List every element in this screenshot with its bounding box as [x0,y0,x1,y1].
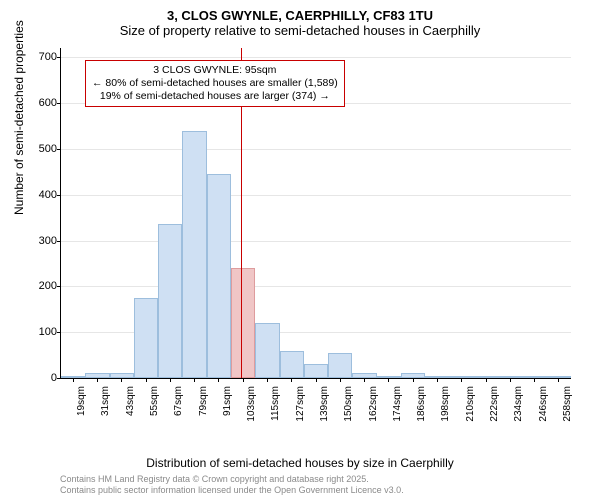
xtick-mark [316,378,317,382]
callout-box: 3 CLOS GWYNLE: 95sqm← 80% of semi-detach… [85,60,345,107]
ytick-label: 700 [27,51,57,63]
ytick-label: 100 [27,326,57,338]
ytick-mark [57,195,61,196]
xtick-label: 55sqm [149,386,160,436]
xtick-label: 115sqm [270,386,281,436]
callout-line: ← 80% of semi-detached houses are smalle… [92,77,338,90]
xtick-mark [146,378,147,382]
ytick-label: 200 [27,280,57,292]
histogram-bar [231,268,255,378]
xtick-label: 91sqm [222,386,233,436]
gridline [61,149,571,150]
xtick-label: 19sqm [76,386,87,436]
histogram-bar [182,131,206,379]
xtick-mark [534,378,535,382]
plot-wrap: 010020030040050060070019sqm31sqm43sqm55s… [60,48,570,408]
histogram-bar [207,174,231,378]
xtick-label: 198sqm [440,386,451,436]
xtick-label: 103sqm [246,386,257,436]
footer-line-2: Contains public sector information licen… [60,485,404,496]
histogram-bar [304,364,328,378]
gridline [61,57,571,58]
xtick-mark [510,378,511,382]
ytick-label: 600 [27,97,57,109]
xtick-mark [170,378,171,382]
xtick-label: 31sqm [100,386,111,436]
ytick-label: 400 [27,189,57,201]
xtick-label: 210sqm [465,386,476,436]
xtick-mark [437,378,438,382]
xtick-label: 258sqm [562,386,573,436]
ytick-mark [57,103,61,104]
xtick-label: 162sqm [368,386,379,436]
xtick-mark [291,378,292,382]
xtick-label: 186sqm [416,386,427,436]
xtick-mark [340,378,341,382]
footer-attribution: Contains HM Land Registry data © Crown c… [60,474,404,497]
xtick-label: 246sqm [538,386,549,436]
ytick-mark [57,241,61,242]
ytick-mark [57,57,61,58]
histogram-bar [328,353,352,378]
ytick-label: 300 [27,235,57,247]
xtick-mark [461,378,462,382]
histogram-bar [255,323,279,378]
xtick-mark [97,378,98,382]
chart-container: 3, CLOS GWYNLE, CAERPHILLY, CF83 1TU Siz… [0,0,600,500]
histogram-bar [134,298,158,378]
ytick-mark [57,149,61,150]
xtick-label: 67sqm [173,386,184,436]
xtick-mark [194,378,195,382]
gridline [61,241,571,242]
page-subtitle: Size of property relative to semi-detach… [0,23,600,38]
callout-line: 3 CLOS GWYNLE: 95sqm [92,64,338,77]
xtick-mark [218,378,219,382]
gridline [61,195,571,196]
page-title: 3, CLOS GWYNLE, CAERPHILLY, CF83 1TU [0,0,600,23]
xtick-mark [486,378,487,382]
xtick-mark [267,378,268,382]
xtick-label: 150sqm [343,386,354,436]
plot-area: 010020030040050060070019sqm31sqm43sqm55s… [60,48,571,379]
histogram-bar [158,224,182,378]
y-axis-label: Number of semi-detached properties [12,20,26,215]
footer-line-1: Contains HM Land Registry data © Crown c… [60,474,404,485]
ytick-mark [57,332,61,333]
xtick-label: 127sqm [295,386,306,436]
xtick-mark [413,378,414,382]
xtick-mark [121,378,122,382]
ytick-mark [57,286,61,287]
xtick-mark [558,378,559,382]
xtick-label: 174sqm [392,386,403,436]
callout-line: 19% of semi-detached houses are larger (… [92,90,338,103]
xtick-label: 139sqm [319,386,330,436]
xtick-mark [364,378,365,382]
ytick-label: 0 [27,372,57,384]
histogram-bar [280,351,304,379]
x-axis-label: Distribution of semi-detached houses by … [0,456,600,470]
xtick-mark [388,378,389,382]
ytick-label: 500 [27,143,57,155]
xtick-mark [243,378,244,382]
xtick-label: 43sqm [125,386,136,436]
gridline [61,286,571,287]
xtick-label: 234sqm [513,386,524,436]
xtick-mark [73,378,74,382]
xtick-label: 79sqm [198,386,209,436]
ytick-mark [57,378,61,379]
xtick-label: 222sqm [489,386,500,436]
